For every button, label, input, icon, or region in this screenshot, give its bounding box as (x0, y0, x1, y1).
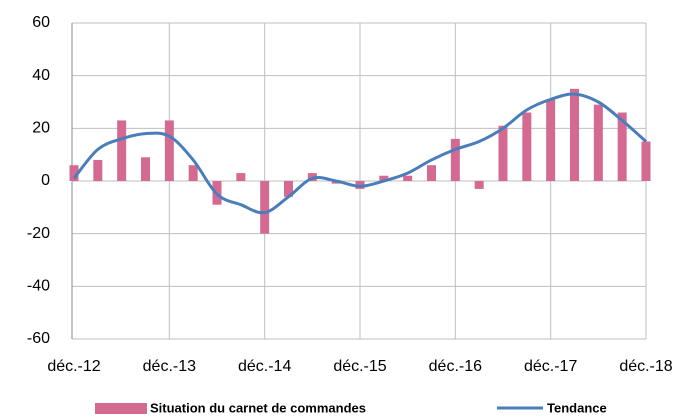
bar (474, 181, 484, 189)
bar (117, 120, 127, 181)
bar (69, 165, 79, 181)
y-tick-label: -20 (27, 225, 50, 242)
bar (164, 120, 174, 181)
bar (93, 159, 103, 181)
trend-line (72, 92, 647, 215)
bar (570, 88, 579, 181)
bar (427, 165, 436, 181)
bar (236, 173, 246, 181)
y-tick-label: -60 (27, 330, 50, 347)
legend-swatch (95, 403, 147, 414)
x-tick-label: déc.-17 (524, 358, 577, 375)
bar (546, 99, 556, 181)
bar (379, 175, 389, 181)
y-tick-label: 20 (32, 120, 50, 137)
bar (284, 181, 293, 197)
bar (617, 112, 627, 181)
bar (188, 165, 198, 181)
bar (403, 175, 413, 181)
legend-label: Tendance (547, 400, 607, 415)
x-tick-label: déc.-16 (429, 358, 482, 375)
bar (593, 104, 603, 181)
x-tick-label: déc.-14 (238, 358, 291, 375)
legend: Situation du carnet de commandes Tendance (95, 400, 607, 415)
bar (522, 112, 532, 181)
bar (141, 157, 150, 181)
legend-label: Situation du carnet de commandes (150, 400, 366, 415)
x-tick-label: déc.-12 (47, 358, 100, 375)
bar (450, 138, 460, 181)
x-tick-label: déc.-18 (619, 358, 672, 375)
bar (641, 141, 651, 181)
y-tick-label: -40 (27, 278, 50, 295)
x-tick-label: déc.-13 (143, 358, 196, 375)
x-tick-label: déc.-15 (333, 358, 386, 375)
bar (260, 181, 270, 234)
y-tick-label: 0 (41, 172, 50, 189)
y-tick-label: 60 (32, 14, 50, 31)
bar (498, 125, 508, 181)
y-tick-label: 40 (32, 67, 50, 84)
